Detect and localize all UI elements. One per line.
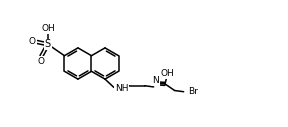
Text: NH: NH bbox=[115, 84, 129, 93]
Text: OH: OH bbox=[41, 24, 55, 33]
Text: O: O bbox=[29, 37, 36, 46]
Text: Br: Br bbox=[188, 87, 198, 96]
Text: O: O bbox=[38, 57, 45, 66]
Text: OH: OH bbox=[161, 69, 174, 78]
Text: N: N bbox=[152, 76, 159, 85]
Text: S: S bbox=[45, 39, 51, 49]
